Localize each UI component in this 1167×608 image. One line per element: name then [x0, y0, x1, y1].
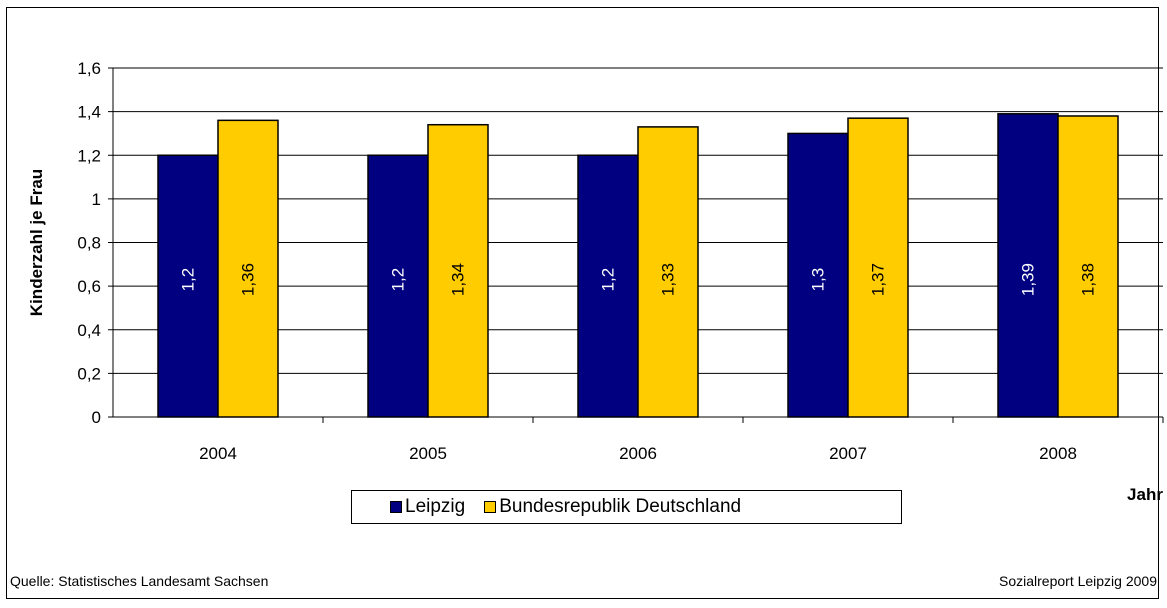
data-label: 1,39: [1019, 263, 1038, 296]
y-tick-label: 0,4: [77, 321, 101, 340]
legend-item-leipzig: Leipzig: [390, 496, 465, 518]
legend-item-brd: Bundesrepublik Deutschland: [484, 496, 741, 518]
bar-brd: [217, 119, 279, 418]
y-tick-label: 1,6: [77, 59, 101, 78]
data-label: 1,2: [599, 268, 618, 292]
y-tick-label: 1,4: [77, 103, 101, 122]
bar-brd: [637, 126, 699, 418]
bar-leipzig: [787, 132, 849, 418]
data-label: 1,34: [449, 263, 468, 296]
y-tick-label: 0,2: [77, 364, 101, 383]
y-tick-label: 1,2: [77, 146, 101, 165]
legend-label-leipzig: Leipzig: [405, 496, 466, 517]
y-tick-label: 0,6: [77, 277, 101, 296]
y-tick-label: 0: [92, 408, 101, 427]
legend-label-brd: Bundesrepublik Deutschland: [499, 496, 742, 517]
x-tick-label: 2007: [829, 444, 867, 463]
data-label: 1,3: [809, 268, 828, 292]
data-label: 1,38: [1079, 263, 1098, 296]
source-note: Quelle: Statistisches Landesamt Sachsen: [10, 573, 269, 589]
bar-leipzig: [577, 154, 639, 418]
bar-brd: [1057, 115, 1119, 418]
x-axis-title: Jahr: [1127, 485, 1163, 504]
legend: Leipzig Bundesrepublik Deutschland: [351, 490, 902, 524]
x-tick-label: 2005: [409, 444, 447, 463]
legend-swatch-brd: [484, 501, 497, 513]
y-tick-label: 1: [92, 190, 101, 209]
y-tick-label: 0,8: [77, 234, 101, 253]
x-tick-label: 2008: [1039, 444, 1077, 463]
x-tick-label: 2006: [619, 444, 657, 463]
legend-swatch-leipzig: [390, 501, 402, 513]
y-axis-title: Kinderzahl je Frau: [27, 169, 46, 316]
data-label: 1,36: [239, 263, 258, 296]
data-label: 1,2: [179, 268, 198, 292]
bar-leipzig: [157, 154, 219, 418]
report-note: Sozialreport Leipzig 2009: [999, 573, 1157, 589]
bar-brd: [427, 123, 489, 418]
data-label: 1,37: [869, 263, 888, 296]
bar-brd: [847, 117, 909, 418]
data-label: 1,33: [659, 263, 678, 296]
data-label: 1,2: [389, 268, 408, 292]
bar-leipzig: [367, 154, 429, 418]
x-tick-label: 2004: [199, 444, 237, 463]
